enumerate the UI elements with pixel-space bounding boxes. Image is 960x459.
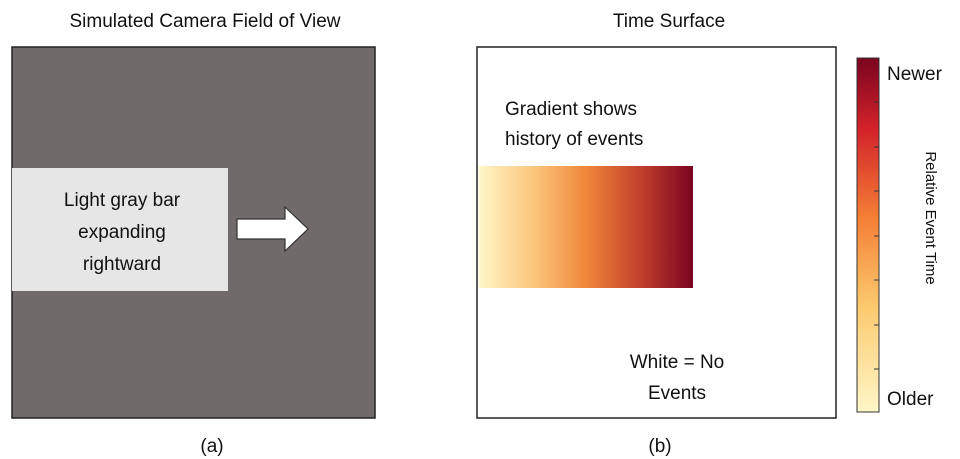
gradient-label: Gradient shows: [505, 99, 637, 120]
gradient-label: history of events: [505, 129, 643, 150]
colorbar-top-label: Newer: [887, 64, 943, 85]
caption: (b): [648, 436, 671, 457]
panel-title: Simulated Camera Field of View: [69, 11, 340, 32]
colorbar-axis-label: Relative Event Time: [922, 151, 939, 284]
bar-label: Light gray bar: [64, 190, 181, 211]
bar-label: expanding: [78, 222, 166, 243]
colorbar-bottom-label: Older: [887, 389, 934, 410]
colorbar-ticks: [874, 101, 879, 370]
arrow: [236, 205, 309, 253]
white-label: Events: [648, 383, 706, 404]
white-label: White = No: [630, 352, 725, 373]
panel-title: Time Surface: [613, 11, 725, 32]
gradient-bar: [479, 166, 693, 288]
colorbar: [856, 57, 880, 413]
bar-label: rightward: [83, 254, 161, 275]
light-bar: [12, 168, 228, 291]
caption: (a): [200, 436, 223, 457]
